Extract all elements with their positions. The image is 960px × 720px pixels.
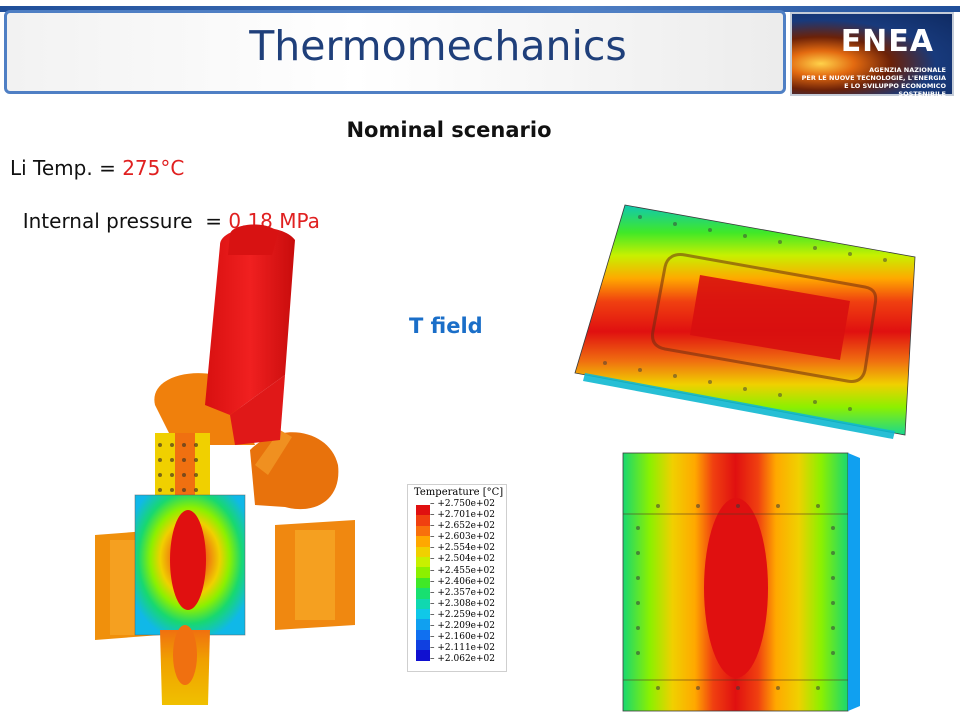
- front-face-temperature-field: [622, 452, 860, 712]
- legend-swatch: [416, 588, 430, 599]
- legend-tick-label: – +2.406e+02: [430, 576, 495, 587]
- legend-tick-label: – +2.160e+02: [430, 632, 495, 643]
- logo-wordmark: ENEA: [840, 24, 934, 59]
- temperature-legend: Temperature [°C] – +2.750e+02– +2.701e+0…: [407, 484, 507, 672]
- page-title: Thermomechanics: [249, 22, 627, 70]
- li-temp-value: 275°C: [122, 156, 185, 180]
- legend-tick-label: – +2.554e+02: [430, 543, 495, 554]
- title-bar: [4, 10, 786, 94]
- legend-swatch: [416, 567, 430, 578]
- legend-tick-label: – +2.750e+02: [430, 499, 495, 509]
- plate-temperature-field: [574, 204, 916, 439]
- li-temp-line: Li Temp. = 275°C: [10, 156, 184, 180]
- legend-swatch: [416, 619, 430, 630]
- legend-tick-label: – +2.504e+02: [430, 554, 495, 565]
- legend-tick-label: – +2.259e+02: [430, 609, 495, 620]
- scenario-heading: Nominal scenario: [346, 118, 552, 142]
- legend-swatch: [416, 608, 430, 620]
- assembly-temperature-field: [95, 224, 355, 705]
- legend-swatch: [416, 629, 430, 641]
- legend-title: Temperature [°C]: [414, 487, 504, 498]
- legend-swatch: [416, 505, 430, 516]
- legend-tick-label: – +2.652e+02: [430, 521, 495, 532]
- legend-swatch: [416, 556, 430, 568]
- pressure-line: Internal pressure = 0.18 MPa: [10, 185, 320, 233]
- legend-swatch: [416, 546, 430, 557]
- enea-logo: ENEA AGENZIA NAZIONALE PER LE NUOVE TECN…: [790, 12, 954, 98]
- legend-tick-label: – +2.603e+02: [430, 532, 495, 543]
- legend-tick-label: – +2.062e+02: [430, 654, 495, 665]
- li-temp-label: Li Temp. =: [10, 156, 123, 180]
- legend-labels: – +2.750e+02– +2.701e+02– +2.652e+02– +2…: [430, 499, 495, 665]
- pressure-label: Internal pressure =: [22, 209, 229, 233]
- legend-swatch: [416, 536, 430, 547]
- legend-swatch: [416, 525, 430, 537]
- legend-tick-label: – +2.357e+02: [430, 587, 495, 598]
- legend-tick-label: – +2.455e+02: [430, 565, 495, 576]
- header-accent-band: [0, 6, 960, 12]
- legend-swatch: [416, 577, 430, 589]
- legend-swatch: [416, 598, 430, 609]
- legend-swatch: [416, 650, 430, 661]
- legend-tick-label: – +2.308e+02: [430, 598, 495, 609]
- legend-tick-label: – +2.209e+02: [430, 621, 495, 632]
- legend-swatch: [416, 515, 430, 526]
- legend-color-bar: [416, 505, 430, 661]
- logo-subtitle: AGENZIA NAZIONALE PER LE NUOVE TECNOLOGI…: [801, 66, 946, 98]
- legend-swatch: [416, 640, 430, 651]
- t-field-label: T field: [409, 314, 483, 338]
- legend-tick-label: – +2.701e+02: [430, 510, 495, 521]
- legend-tick-label: – +2.111e+02: [430, 643, 495, 654]
